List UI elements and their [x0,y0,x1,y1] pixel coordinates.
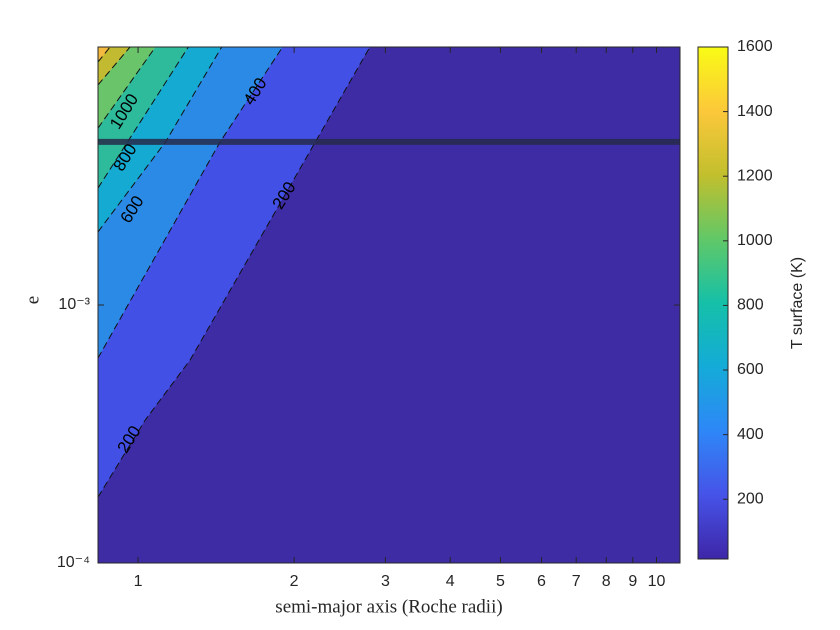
y-tick-label: 10⁻⁴ [57,554,90,571]
contour-line [98,47,111,63]
colorbar-tick-label: 1400 [737,103,773,120]
x-tick-label: 7 [572,573,581,590]
colorbar-tick-label: 1600 [737,38,773,55]
colorbar-tick-label: 1000 [737,232,773,249]
contour-line [98,47,371,498]
colorbar-tick-label: 600 [737,361,764,378]
x-tick-label: 5 [496,573,505,590]
colorbar [697,46,729,560]
x-axis-label: semi-major axis (Roche radii) [275,596,502,617]
x-tick-label: 8 [602,573,611,590]
y-axis-label: e [22,296,43,304]
contour-line [98,47,156,129]
colorbar-tick-label: 800 [737,297,764,314]
contour-line [98,47,189,189]
plot-area [98,47,680,563]
colorbar-tick-label: 1200 [737,167,773,184]
colorbar-tick-label: 400 [737,426,764,443]
x-tick-label: 3 [381,573,390,590]
x-tick-label: 1 [134,573,143,590]
x-tick-label: 9 [628,573,637,590]
colorbar-tick-label: 200 [737,490,764,507]
x-tick-label: 10 [648,573,666,590]
y-tick-label: 10⁻³ [58,296,90,313]
contour-line [98,47,131,86]
colorbar-label: T surface (K) [789,257,806,349]
x-tick-label: 2 [290,573,299,590]
x-tick-label: 6 [537,573,546,590]
x-tick-label: 4 [446,573,455,590]
